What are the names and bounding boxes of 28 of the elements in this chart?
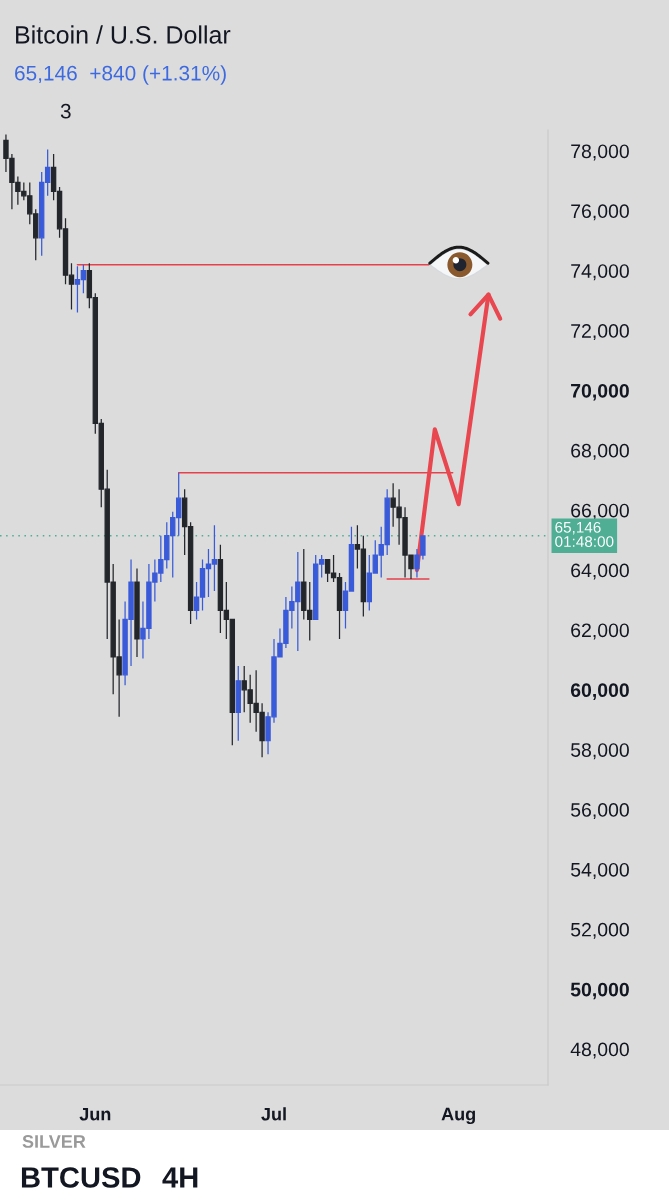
y-tick-label: 56,000 xyxy=(571,803,629,820)
y-tick-label: 54,000 xyxy=(571,862,629,879)
y-tick-label: 60,000 xyxy=(570,683,629,700)
y-tick-label: 66,000 xyxy=(571,503,629,520)
y-tick-label: 70,000 xyxy=(571,383,629,401)
chart-title: Bitcoin / U.S. Dollar xyxy=(16,25,231,44)
candlestick xyxy=(134,567,140,658)
y-tick-label: 76,000 xyxy=(571,204,629,221)
y-tick-label: 72,000 xyxy=(571,324,629,341)
y-tick-label: 50,000 xyxy=(570,982,629,1000)
x-tick-label: Aug xyxy=(441,1107,475,1125)
y-tick-label: 68,000 xyxy=(571,443,629,460)
chart-subtitle: 65,146 +840 (+1.31%) xyxy=(15,65,226,85)
y-tick-label: 52,000 xyxy=(571,922,629,939)
y-tick-label: 64,000 xyxy=(571,563,629,580)
y-tick-label: 74,000 xyxy=(571,264,629,281)
y-tick-label: 78,000 xyxy=(571,144,629,161)
x-tick-label: Jun xyxy=(79,1107,111,1121)
y-tick-label: 62,000 xyxy=(571,623,629,640)
candlestick xyxy=(235,665,241,742)
y-tick-label: 58,000 xyxy=(571,743,629,760)
y-tick-label: 48,000 xyxy=(570,1042,629,1059)
text: SILVER xyxy=(22,1135,86,1148)
text: BTCUSD xyxy=(21,1167,141,1188)
text: 3 xyxy=(60,103,71,119)
x-tick-label: Jul xyxy=(261,1107,286,1121)
ref-line-label: 65,146 01:48:00 xyxy=(555,521,614,547)
text: 4H xyxy=(162,1167,198,1188)
